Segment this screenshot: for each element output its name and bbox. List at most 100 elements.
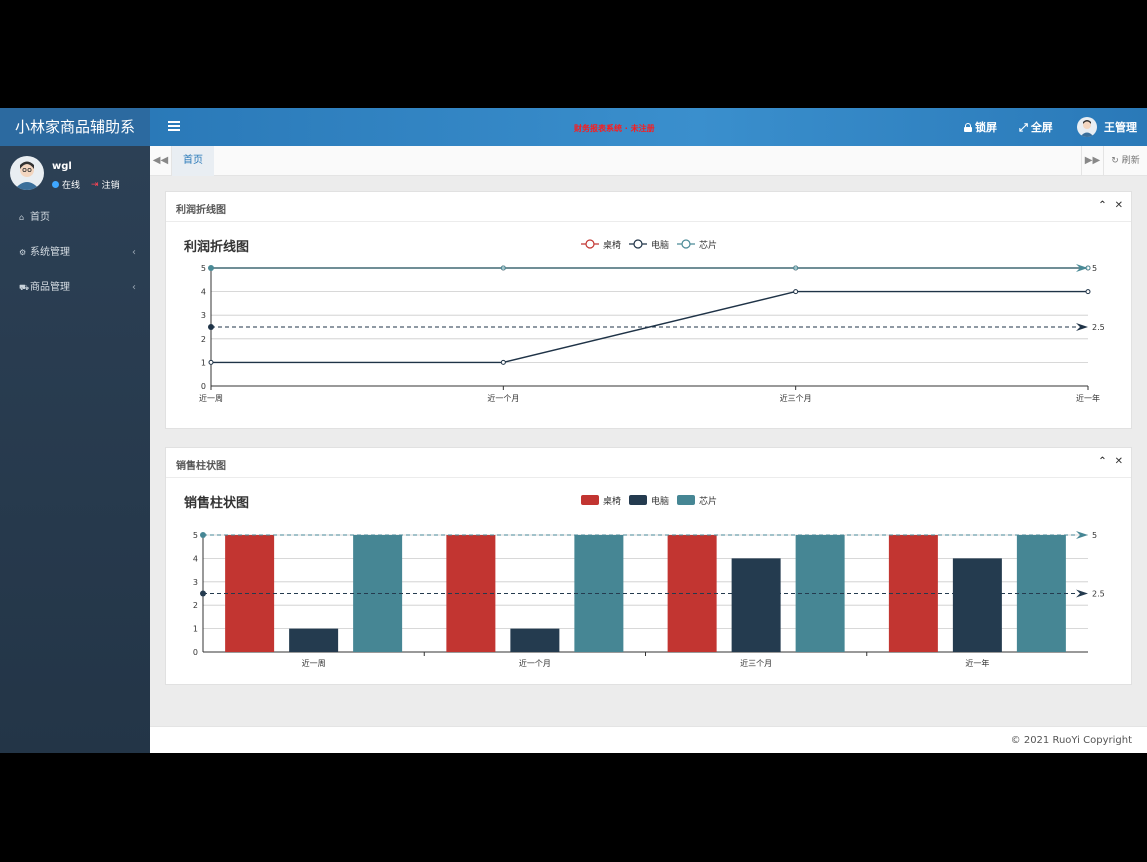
series-point	[793, 289, 799, 295]
legend-swatch	[581, 495, 599, 505]
fullscreen-button[interactable]: ⤢ 全屏	[1019, 119, 1053, 135]
y-tick-label: 4	[193, 554, 198, 563]
sidebar-item-goods[interactable]: ⛟商品管理 ‹	[0, 275, 150, 301]
refresh-button[interactable]: ↻ 刷新	[1103, 146, 1147, 176]
y-tick-label: 3	[193, 578, 198, 587]
legend-label: 芯片	[699, 239, 717, 251]
bar	[731, 558, 781, 652]
legend-label: 芯片	[699, 495, 717, 507]
series-point	[500, 359, 506, 365]
x-tick-label: 近一年	[965, 658, 989, 668]
user-status: 在线 ⇥ 注销	[52, 178, 120, 191]
bar-chart: 销售柱状图 桌椅 电脑 芯片 0 1 2 3 4 5 近一周 近一个月 近三个月 近一年 5 2.5	[184, 495, 1105, 668]
mark-line-start	[200, 590, 206, 597]
x-tick-label: 近一周	[302, 658, 326, 668]
x-tick-label: 近一个月	[487, 393, 519, 403]
panel-header: 销售柱状图 ⌃ ✕	[166, 448, 1131, 478]
bar	[952, 558, 1002, 652]
collapse-icon[interactable]: ⌃	[1098, 200, 1107, 211]
user-name: 王管理	[1104, 121, 1137, 134]
y-tick-label: 1	[193, 625, 198, 634]
sidebar-item-label: 商品管理	[30, 282, 70, 293]
tab-scroll-right-button[interactable]: ▶▶	[1081, 146, 1103, 176]
sidebar-item-home[interactable]: ⌂ 首页	[0, 205, 150, 231]
mark-line-start	[200, 532, 206, 538]
x-tick-label: 近三个月	[780, 393, 812, 403]
chart-title: 销售柱状图	[184, 495, 249, 511]
y-tick-label: 2	[201, 335, 206, 344]
mark-line-arrow	[1076, 264, 1088, 272]
collapse-icon[interactable]: ⌃	[1098, 456, 1107, 467]
legend-label: 桌椅	[603, 495, 621, 507]
chevron-left-icon: ‹	[132, 282, 136, 293]
legend-swatch	[677, 495, 695, 505]
tabs-bar: ◀◀ 首页 ▶▶ ↻ 刷新	[150, 146, 1147, 176]
expand-icon: ⤢	[1019, 120, 1028, 134]
logout-link[interactable]: 注销	[101, 181, 120, 191]
panel-header: 利润折线图 ⌃ ✕	[166, 192, 1131, 222]
mark-line-arrow	[1076, 323, 1088, 331]
sidebar-item-label: 首页	[30, 212, 50, 223]
y-tick-label: 3	[201, 311, 206, 320]
mark-line-arrow	[1076, 589, 1088, 598]
avatar	[10, 156, 44, 190]
lock-screen-label: 锁屏	[975, 121, 997, 134]
menu-toggle-icon[interactable]	[168, 119, 180, 135]
legend-marker	[681, 239, 691, 249]
legend-marker	[633, 239, 643, 249]
user-menu[interactable]: 王管理	[1077, 117, 1137, 137]
legend-marker	[585, 239, 595, 249]
bar-chart-panel: 销售柱状图 ⌃ ✕ 销售柱状图 桌椅 电脑 芯片 0 1 2 3 4 5 近一周 近一个月 近三个月 近一…	[165, 447, 1132, 685]
y-tick-label: 0	[201, 382, 206, 391]
refresh-icon: ↻	[1111, 156, 1119, 166]
mark-line-label: 5	[1092, 531, 1097, 540]
avatar	[1077, 117, 1097, 137]
lock-screen-button[interactable]: 锁屏	[964, 119, 997, 135]
series-point	[1085, 289, 1091, 295]
panel-tools: ⌃ ✕	[1098, 456, 1123, 467]
sidebar-item-system[interactable]: ⚙ 系统管理 ‹	[0, 240, 150, 266]
legend-swatch	[629, 495, 647, 505]
refresh-label: 刷新	[1121, 156, 1140, 166]
line-chart-panel: 利润折线图 ⌃ ✕ 利润折线图 桌椅 电脑 芯片 0 1 2 3 4 5 近一周 近一个月 近三个月 近一…	[165, 191, 1132, 429]
x-tick-label: 近三个月	[740, 658, 772, 668]
panel-title: 销售柱状图	[176, 461, 226, 472]
logout-icon[interactable]: ⇥	[91, 179, 99, 190]
gear-icon: ⚙	[19, 248, 27, 257]
close-icon[interactable]: ✕	[1114, 456, 1123, 467]
x-tick-label: 近一个月	[519, 658, 551, 668]
top-navbar: 财务报表系统 · 未注册 锁屏 ⤢ 全屏 王管理	[150, 108, 1147, 146]
app-window: 小林家商品辅助系 财务报表系统 · 未注册 锁屏 ⤢ 全屏 王管理 wgl	[0, 108, 1147, 753]
chart-title: 利润折线图	[184, 239, 249, 255]
cart-icon: ⛟	[19, 283, 30, 292]
close-icon[interactable]: ✕	[1114, 200, 1123, 211]
bar	[510, 628, 560, 652]
tab-scroll-left-button[interactable]: ◀◀	[150, 146, 172, 176]
mark-line-label: 2.5	[1092, 590, 1105, 599]
panel-tools: ⌃ ✕	[1098, 200, 1123, 211]
chevron-left-icon: ‹	[132, 247, 136, 258]
series-line	[211, 290, 1088, 364]
legend-label: 桌椅	[603, 239, 621, 251]
sidebar-item-label: 系统管理	[30, 247, 70, 258]
panel-title: 利润折线图	[176, 205, 226, 216]
brand-title[interactable]: 小林家商品辅助系	[0, 108, 150, 146]
marquee-notice: 财务报表系统 · 未注册	[574, 124, 655, 133]
mark-line-label: 2.5	[1092, 323, 1105, 332]
sidebar: wgl 在线 ⇥ 注销 ⌂ 首页 ⚙ 系统管理 ‹ ⛟商品管理 ‹	[0, 146, 150, 753]
home-icon: ⌂	[19, 213, 25, 222]
sidebar-user-name: wgl	[52, 161, 72, 172]
line-chart: 利润折线图 桌椅 电脑 芯片 0 1 2 3 4 5 近一周 近一个月 近三个月 近一年 5 2.5	[184, 239, 1105, 403]
mark-line-label: 5	[1092, 264, 1097, 273]
mark-line-start	[208, 324, 214, 330]
tab-home[interactable]: 首页	[172, 146, 214, 176]
x-tick-label: 近一周	[199, 393, 223, 403]
y-tick-label: 5	[193, 531, 198, 540]
y-tick-label: 2	[193, 601, 198, 610]
y-tick-label: 4	[201, 288, 206, 297]
online-status-label: 在线	[62, 181, 81, 191]
y-tick-label: 5	[201, 264, 206, 273]
mark-line-start	[208, 265, 214, 271]
y-tick-label: 0	[193, 648, 198, 657]
footer: © 2021 RuoYi Copyright	[150, 726, 1147, 753]
